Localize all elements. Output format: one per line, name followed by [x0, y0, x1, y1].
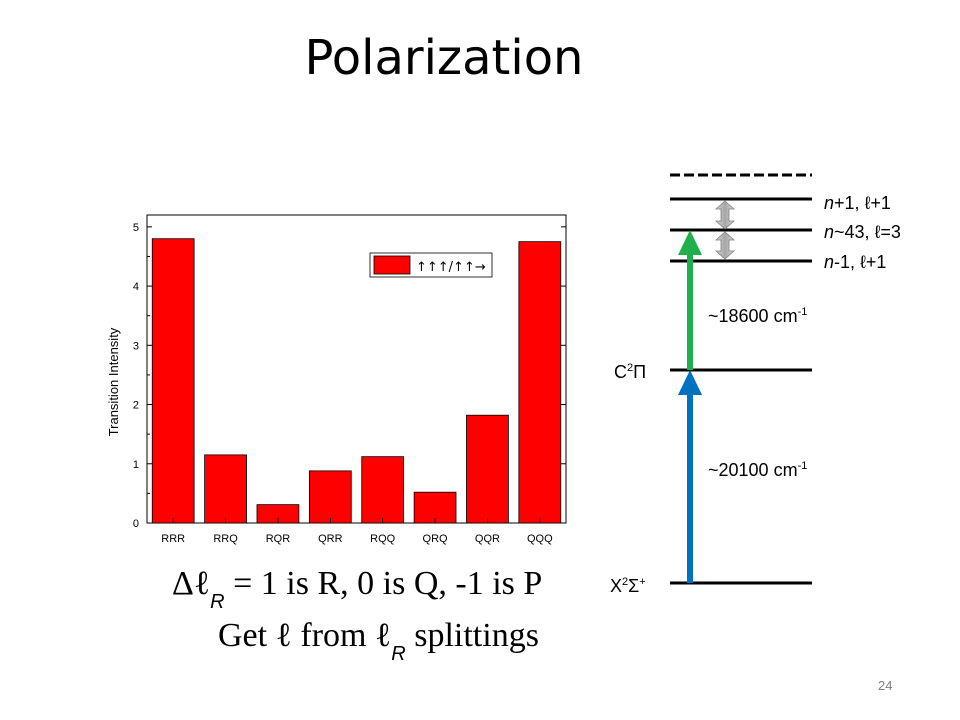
x-tick-label: QRR [318, 533, 343, 545]
y-tick-label: 2 [133, 400, 139, 412]
x-tick-label: RRR [161, 533, 185, 545]
bar-qrr [308, 470, 352, 524]
bar-rrq [204, 454, 247, 524]
label-state-x: X2Σ+ [610, 576, 646, 596]
bar-rrr [151, 238, 195, 524]
slide-title: Polarization [304, 30, 584, 86]
bar-qqq [518, 241, 562, 524]
label-level-n-43: n~43, ℓ=3 [824, 222, 901, 242]
y-tick-label: 1 [133, 459, 139, 471]
formula-delta-l: ΔℓR = 1 is R, 0 is Q, -1 is P [172, 565, 543, 613]
y-tick-label: 0 [133, 518, 139, 530]
x-tick-label: RQR [266, 533, 291, 545]
label-level-n-minus-1: n-1, ℓ+1 [824, 252, 887, 272]
x-tick-label: QQR [475, 533, 500, 545]
page-number: 24 [878, 678, 893, 693]
bar-rqq [361, 456, 405, 524]
label-level-n-plus-1: n+1, ℓ+1 [824, 193, 891, 213]
x-tick-label: RQQ [370, 533, 396, 545]
x-tick-label: QQQ [527, 533, 553, 545]
x-tick-label: QRQ [423, 533, 449, 545]
bar-qqr [466, 414, 509, 524]
green-transition-arrow [678, 230, 702, 370]
plot-area [146, 214, 567, 524]
chart-bars [151, 238, 562, 524]
chart-ticks: 0 1 2 3 4 5 RRR RRQ RQR QRR RQQ QRQ QQR QQQ [133, 222, 566, 545]
label-transition-lower: ~20100 cm-1 [708, 460, 808, 480]
y-tick-label: 5 [133, 222, 139, 234]
y-axis-label: Transition Intensity [106, 327, 121, 436]
chart-frame [146, 214, 567, 524]
blue-transition-arrow [678, 370, 702, 583]
x-tick-label: RRQ [213, 533, 238, 545]
label-transition-upper: ~18600 cm-1 [708, 306, 808, 326]
formula-get-l: Get ℓ from ℓR splittings [218, 617, 539, 665]
y-tick-label: 3 [133, 340, 139, 352]
bar-qrq [413, 491, 457, 524]
y-tick-label: 4 [133, 281, 139, 293]
label-state-c: C2Π [614, 362, 647, 382]
energy-level-diagram [670, 173, 812, 585]
legend-swatch [373, 255, 411, 275]
legend-label: ↑↑↑/↑↑→ [416, 260, 486, 275]
chart-legend: ↑↑↑/↑↑→ [369, 252, 493, 278]
gray-double-arrow-lower [714, 231, 736, 260]
gray-double-arrow-upper [714, 200, 736, 230]
